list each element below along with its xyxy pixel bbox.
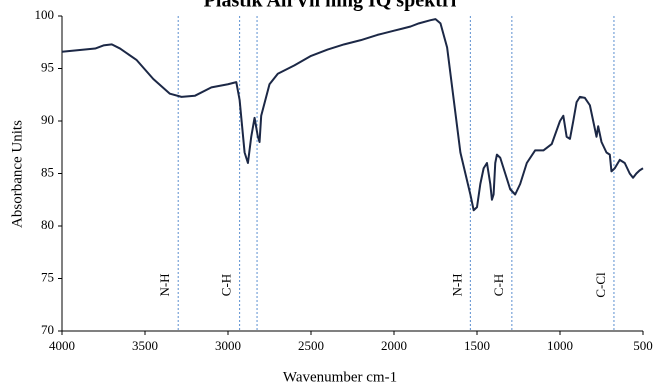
x-axis-title: Wavenumber cm-1: [283, 369, 397, 385]
y-tick-label: 85: [41, 164, 54, 179]
annotation: N-H: [449, 273, 464, 296]
x-tick-label: 2000: [381, 338, 407, 353]
y-tick-label: 100: [35, 7, 55, 22]
x-tick-label: 1000: [547, 338, 573, 353]
x-tick-label: 500: [633, 338, 653, 353]
annotation: C-H: [219, 274, 234, 296]
y-tick-label: 95: [41, 59, 54, 74]
x-tick-label: 3000: [215, 338, 241, 353]
y-tick-label: 80: [41, 217, 54, 232]
spectrum-line: [61, 18, 644, 212]
annotation: C-Cl: [593, 272, 608, 298]
chart-title: Plastik AirVil ning IQ spektri: [204, 0, 457, 12]
x-tick-label: 4000: [49, 338, 75, 353]
annotation: C-H: [491, 274, 506, 296]
x-tick-label: 3500: [132, 338, 158, 353]
y-tick-label: 90: [41, 112, 54, 127]
y-axis-title: Absorbance Units: [9, 120, 25, 228]
x-tick-label: 1500: [464, 338, 490, 353]
y-tick-label: 75: [41, 269, 54, 284]
annotation: N-H: [157, 273, 172, 296]
y-tick-label: 70: [41, 322, 54, 337]
x-tick-label: 2500: [298, 338, 324, 353]
